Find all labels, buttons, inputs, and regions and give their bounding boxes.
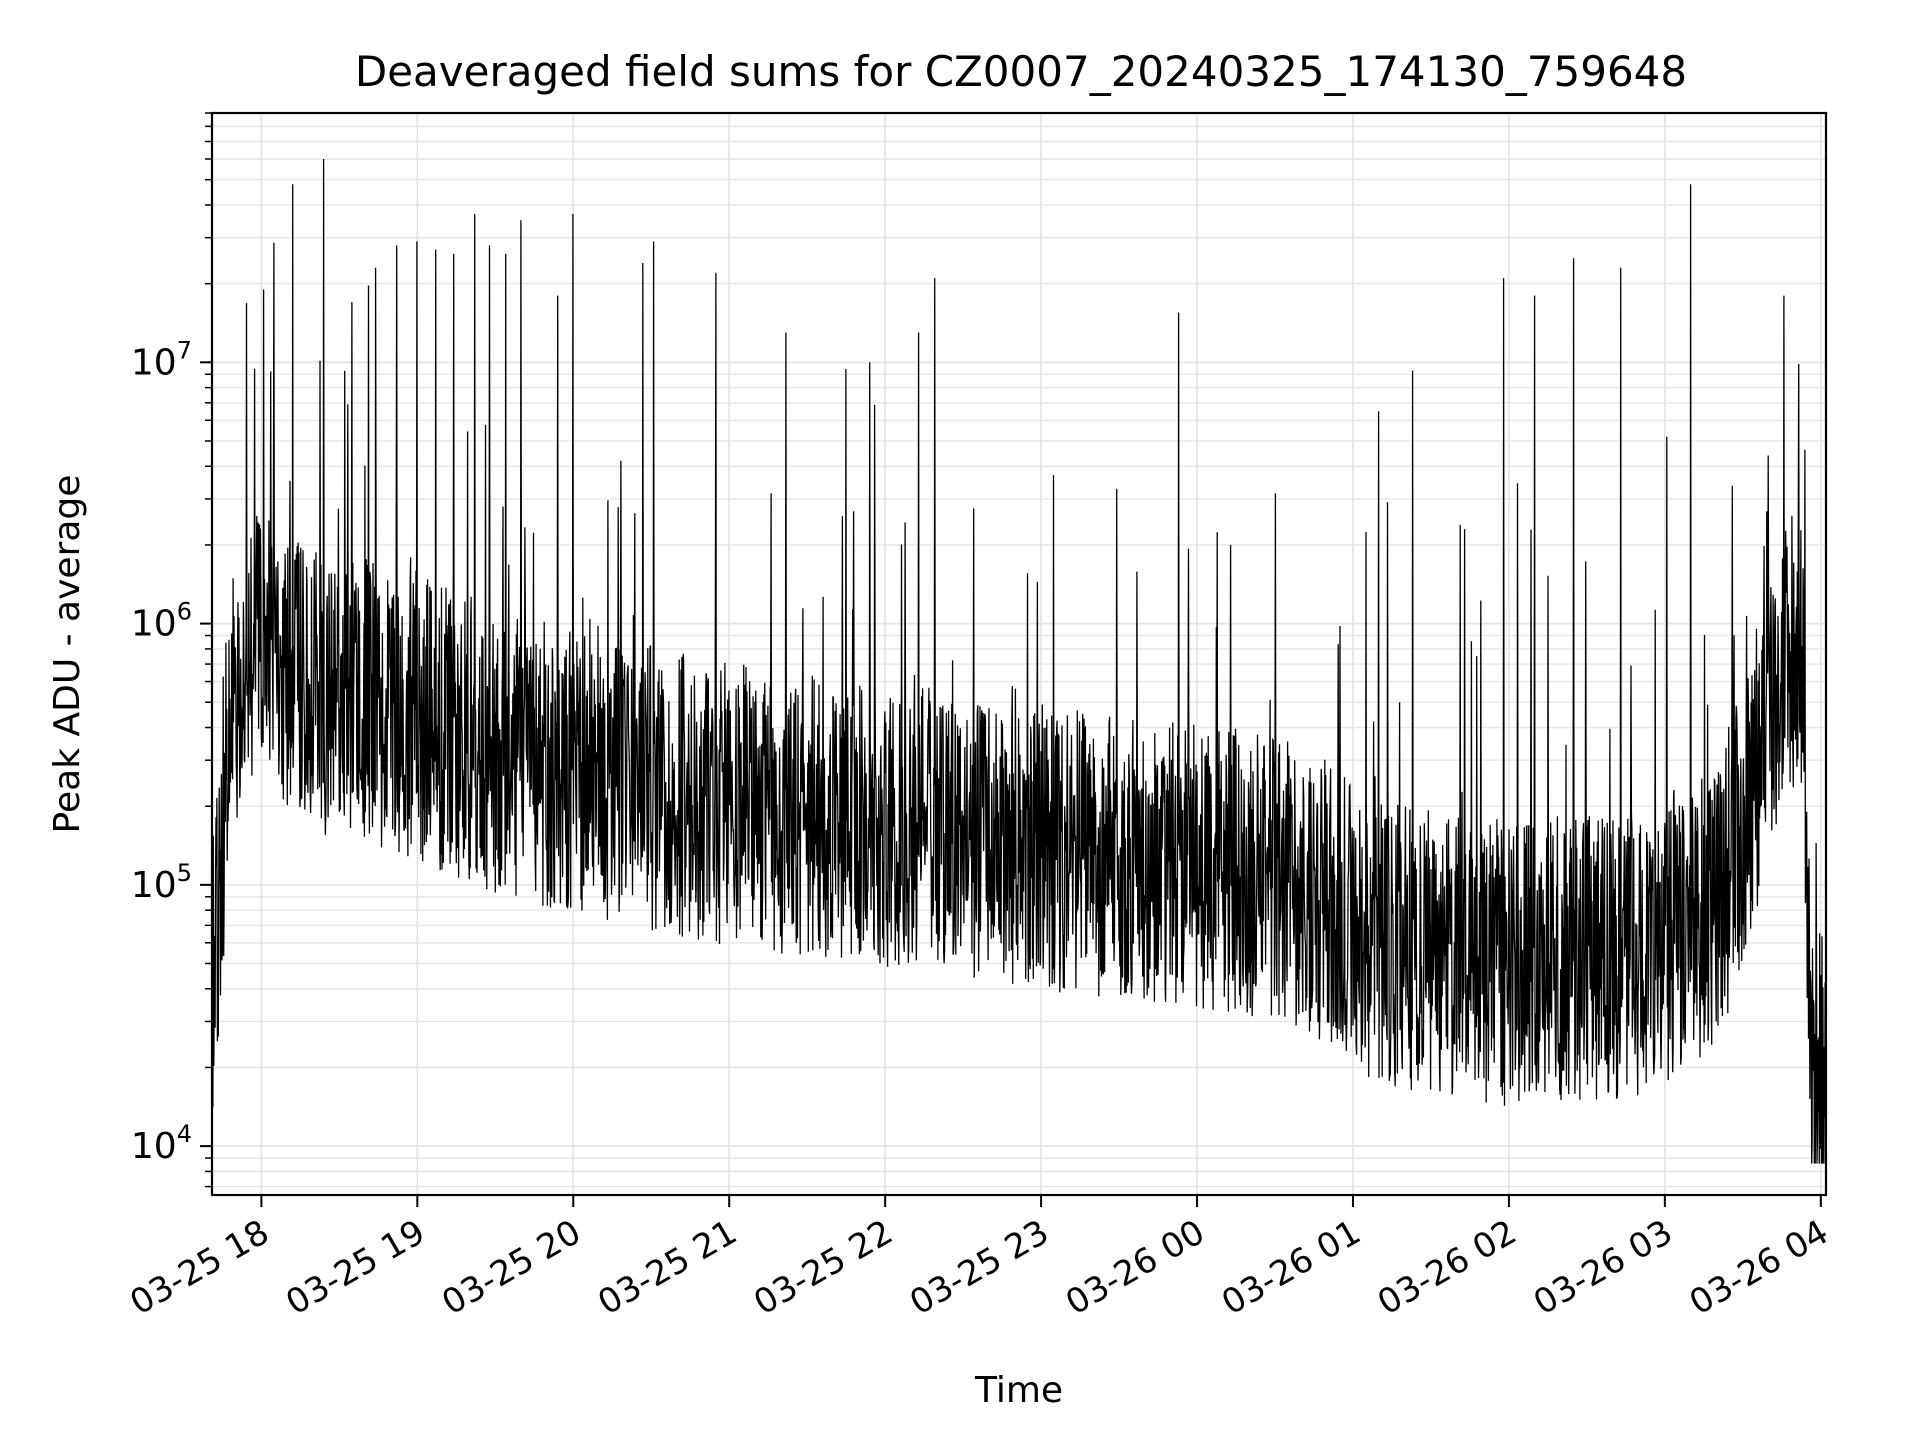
y-tick-label: 104	[131, 1120, 192, 1167]
y-tick-label: 106	[131, 598, 192, 645]
y-axis: 104 105 106 107	[131, 112, 212, 1188]
x-axis-label: Time	[974, 1370, 1063, 1411]
y-tick-label: 105	[131, 859, 192, 906]
series-line	[211, 158, 1827, 1164]
y-axis-label: Peak ADU - average	[47, 475, 88, 834]
series-layer	[211, 158, 1827, 1164]
y-tick-label: 107	[131, 336, 192, 383]
chart-title: Deaveraged field sums for CZ0007_2024032…	[355, 47, 1687, 96]
plot-frame	[210, 111, 1828, 1197]
